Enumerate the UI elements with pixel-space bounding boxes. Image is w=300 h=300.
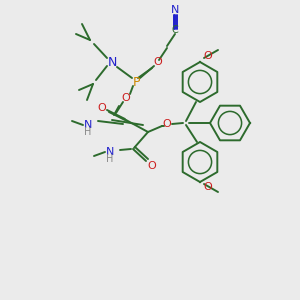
Text: O: O xyxy=(204,182,212,192)
Text: N: N xyxy=(171,5,179,15)
Text: H: H xyxy=(84,127,92,137)
Text: O: O xyxy=(154,57,162,67)
Text: O: O xyxy=(204,51,212,61)
Text: H: H xyxy=(106,154,114,164)
Text: N: N xyxy=(107,56,117,68)
Text: O: O xyxy=(122,93,130,103)
Text: O: O xyxy=(163,119,171,129)
Text: O: O xyxy=(98,103,106,113)
Text: P: P xyxy=(132,76,140,88)
Text: N: N xyxy=(84,120,92,130)
Text: C: C xyxy=(172,25,178,35)
Text: N: N xyxy=(106,147,114,157)
Text: O: O xyxy=(148,161,156,171)
